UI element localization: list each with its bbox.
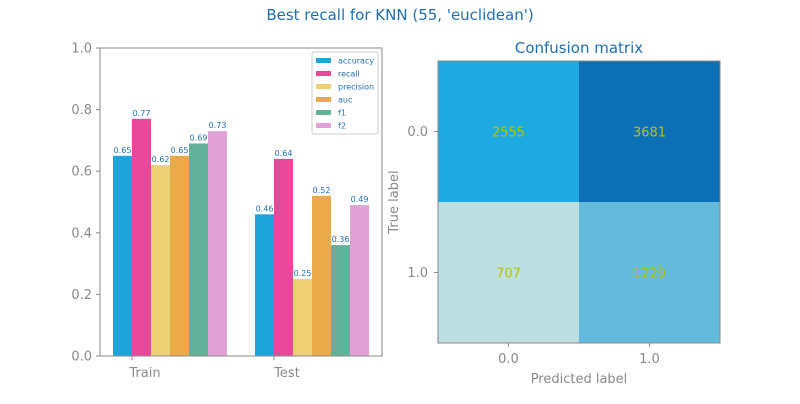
bar-accuracy [255,214,274,356]
legend-swatch-f1 [316,110,331,115]
bar-data-label: 0.69 [190,133,208,142]
bar-f1 [189,143,208,356]
bar-legend: accuracy recall precision auc f1 f2 [311,51,379,135]
bar-chart: 0.0 0.2 0.4 0.6 0.8 1.0 Train Test 0.65 0.46 0.7… [71,42,383,381]
bar-data-label: 0.52 [313,186,331,195]
bar-f2 [208,131,227,356]
bar-recall [274,158,293,356]
legend-label: precision [338,83,374,92]
bar-data-labels: 0.65 0.46 0.77 0.64 0.62 0.25 0.65 0.52 0.69 0.36… [114,109,369,278]
bar-accuracy [113,155,132,356]
bar-plot-frame [99,47,383,357]
bar-data-label: 0.64 [275,149,293,158]
cm-y-tick-label: 1.0 [407,266,428,281]
confusion-cell [438,61,579,202]
bar-data-label: 0.46 [256,204,274,213]
bar-auc [170,155,189,356]
confusion-matrix-y-axis-label: True label [387,170,402,234]
bar-data-label: 0.73 [209,121,227,130]
confusion-matrix-x-axis-label: Predicted label [531,372,628,387]
cm-x-tick-label: 1.0 [639,352,660,367]
confusion-cell-value: 3681 [633,126,666,141]
confusion-cell [579,61,720,202]
confusion-matrix-values: 2555 3681 707 1229 [492,126,666,282]
legend-label: auc [338,96,352,105]
legend-swatch-auc [316,97,331,102]
bar-precision [151,165,170,356]
confusion-cell-value: 707 [496,267,521,282]
confusion-matrix-title: Confusion matrix [515,39,643,57]
confusion-cell [579,202,720,343]
bar-auc [312,195,331,356]
bar-f2 [350,205,369,356]
confusion-matrix-cells [438,61,720,343]
bar-x-tick-label: Test [273,366,300,381]
legend-label: f2 [338,122,346,131]
cm-x-tick-label: 0.0 [498,352,519,367]
bar-series [113,118,369,356]
legend-swatch-recall [316,71,331,76]
legend-swatch-accuracy [316,58,331,63]
legend-swatch-f2 [316,123,331,128]
confusion-cell [438,202,579,343]
bar-y-tick-label: 0.6 [71,165,92,180]
bar-y-ticks: 0.0 0.2 0.4 0.6 0.8 1.0 [71,42,100,365]
confusion-matrix-x-ticks: 0.0 1.0 [498,343,660,367]
figure-title: Best recall for KNN (55, 'euclidean') [266,6,533,24]
bar-f1 [331,245,350,356]
bar-y-tick-label: 0.4 [71,226,92,241]
confusion-matrix-y-ticks: 0.0 1.0 [407,125,438,281]
bar-y-tick-label: 0.0 [71,350,92,365]
bar-y-tick-label: 0.8 [71,103,92,118]
bar-y-tick-label: 0.2 [71,288,92,303]
legend-label: f1 [338,109,346,118]
cm-y-tick-label: 0.0 [407,125,428,140]
bar-y-tick-label: 1.0 [71,42,92,57]
confusion-cell-value: 1229 [633,267,666,282]
bar-x-tick-label: Train [128,366,160,381]
bar-data-label: 0.49 [351,195,369,204]
bar-precision [293,279,312,356]
confusion-matrix-frame [437,60,721,344]
bar-recall [132,118,151,356]
bar-x-ticks: Train Test [128,356,300,381]
bar-data-label: 0.36 [332,235,350,244]
bar-data-label: 0.25 [294,269,312,278]
legend-label: accuracy [338,57,374,66]
bar-data-label: 0.77 [133,109,151,118]
bar-data-label: 0.62 [152,155,170,164]
legend-swatch-precision [316,84,331,89]
legend-label: recall [338,70,360,79]
bar-data-label: 0.65 [114,146,132,155]
bar-data-label: 0.65 [171,146,189,155]
confusion-cell-value: 2555 [492,126,525,141]
